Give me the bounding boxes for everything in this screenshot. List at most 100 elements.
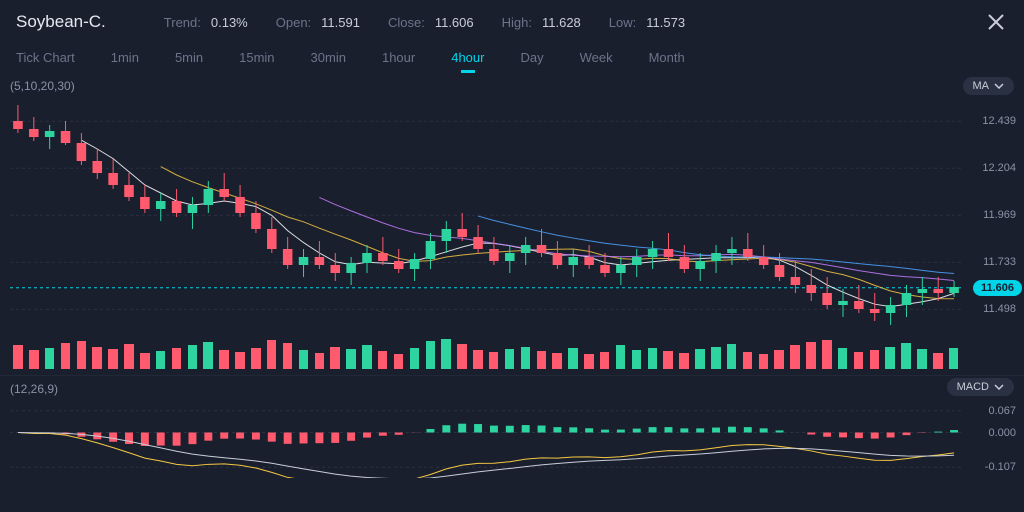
open-label: Open: xyxy=(276,15,311,30)
low-label: Low: xyxy=(609,15,636,30)
volume-bar xyxy=(632,350,642,369)
macd-y-tick: 0.000 xyxy=(988,427,1016,439)
current-price-badge: 11.606 xyxy=(973,280,1022,296)
volume-bar xyxy=(505,349,515,369)
volume-bars xyxy=(10,335,962,369)
candlestick-chart[interactable] xyxy=(10,99,962,329)
y-tick: 12.204 xyxy=(982,162,1016,174)
volume-bar xyxy=(299,350,309,369)
timeframe-day[interactable]: Day xyxy=(520,50,543,65)
volume-bar xyxy=(600,352,610,369)
volume-bar xyxy=(774,350,784,369)
volume-bar xyxy=(29,350,39,369)
volume-bar xyxy=(489,352,499,369)
indicator-selector-ma[interactable]: MA xyxy=(963,77,1015,95)
chevron-down-icon xyxy=(994,83,1004,89)
volume-bar xyxy=(727,344,737,369)
volume-bar xyxy=(426,341,436,369)
indicator-selector-macd[interactable]: MACD xyxy=(947,378,1014,396)
macd-chart[interactable] xyxy=(10,400,962,478)
macd-area: (12,26,9) MACD 0.0670.000-0.107 xyxy=(0,375,1024,485)
timeframe-30min[interactable]: 30min xyxy=(311,50,346,65)
y-tick: 11.733 xyxy=(983,256,1016,268)
volume-bar xyxy=(885,347,895,370)
trend-label: Trend: xyxy=(164,15,201,30)
macd-y-tick: 0.067 xyxy=(988,405,1016,417)
volume-bar xyxy=(838,348,848,369)
volume-bar xyxy=(854,352,864,369)
timeframe-15min[interactable]: 15min xyxy=(239,50,274,65)
stat-close: Close: 11.606 xyxy=(388,15,474,30)
timeframe-5min[interactable]: 5min xyxy=(175,50,203,65)
timeframe-1min[interactable]: 1min xyxy=(111,50,139,65)
volume-bar xyxy=(901,343,911,369)
volume-bar xyxy=(330,347,340,370)
price-y-axis: 12.43912.20411.96911.73311.49811.606 xyxy=(966,99,1024,329)
volume-bar xyxy=(77,341,87,369)
volume-bar xyxy=(806,342,816,369)
volume-bar xyxy=(870,350,880,369)
volume-bar xyxy=(537,351,547,369)
volume-bar xyxy=(108,349,118,369)
volume-bar xyxy=(203,342,213,369)
volume-bar xyxy=(315,353,325,369)
volume-bar xyxy=(92,347,102,370)
volume-bar xyxy=(759,354,769,369)
volume-bar xyxy=(473,350,483,369)
volume-bar xyxy=(711,347,721,370)
low-value: 11.573 xyxy=(646,15,685,30)
chevron-down-icon xyxy=(994,384,1004,390)
y-tick: 12.439 xyxy=(982,115,1016,127)
timeframe-1hour[interactable]: 1hour xyxy=(382,50,415,65)
volume-bar xyxy=(917,349,927,369)
volume-bar xyxy=(362,345,372,369)
volume-bar xyxy=(584,354,594,369)
volume-bar xyxy=(679,353,689,369)
stat-trend: Trend: 0.13% xyxy=(164,15,248,30)
close-icon[interactable] xyxy=(984,10,1008,34)
volume-bar xyxy=(743,352,753,369)
trend-value: 0.13% xyxy=(211,15,248,30)
volume-bar xyxy=(156,351,166,369)
timeframe-month[interactable]: Month xyxy=(649,50,685,65)
y-tick: 11.498 xyxy=(983,303,1016,315)
volume-bar xyxy=(648,348,658,369)
volume-bar xyxy=(568,348,578,369)
volume-bar xyxy=(235,352,245,369)
close-label: Close: xyxy=(388,15,425,30)
volume-bar xyxy=(283,343,293,369)
volume-bar xyxy=(188,345,198,369)
volume-bar xyxy=(61,343,71,369)
volume-bar xyxy=(933,353,943,369)
macd-params: (12,26,9) xyxy=(10,382,58,396)
volume-bar xyxy=(616,345,626,369)
timeframe-4hour[interactable]: 4hour xyxy=(451,50,484,65)
volume-bar xyxy=(13,345,23,369)
volume-bar xyxy=(346,349,356,369)
symbol-name: Soybean-C. xyxy=(16,12,106,32)
stat-high: High: 11.628 xyxy=(502,15,581,30)
macd-y-axis: 0.0670.000-0.107 xyxy=(966,400,1024,478)
volume-bar xyxy=(45,348,55,369)
volume-bar xyxy=(378,351,388,369)
volume-bar xyxy=(457,344,467,369)
high-value: 11.628 xyxy=(542,15,581,30)
timeframe-week[interactable]: Week xyxy=(580,50,613,65)
macd-badge-label: MACD xyxy=(957,381,989,393)
chart-header: Soybean-C. Trend: 0.13% Open: 11.591 Clo… xyxy=(0,0,1024,42)
timeframe-tickchart[interactable]: Tick Chart xyxy=(16,50,75,65)
volume-bar xyxy=(695,349,705,369)
volume-bar xyxy=(267,340,277,369)
volume-bar xyxy=(219,350,229,369)
volume-bar xyxy=(521,347,531,370)
open-value: 11.591 xyxy=(321,15,360,30)
volume-bar xyxy=(410,348,420,369)
volume-bar xyxy=(552,353,562,369)
volume-bar xyxy=(790,345,800,369)
ma-params: (5,10,20,30) xyxy=(10,79,75,93)
timeframe-tabs: Tick Chart 1min 5min 15min 30min 1hour 4hour Da… xyxy=(0,42,1024,75)
volume-bar xyxy=(251,348,261,369)
stat-low: Low: 11.573 xyxy=(609,15,685,30)
volume-bar xyxy=(822,340,832,369)
volume-bar xyxy=(663,351,673,369)
